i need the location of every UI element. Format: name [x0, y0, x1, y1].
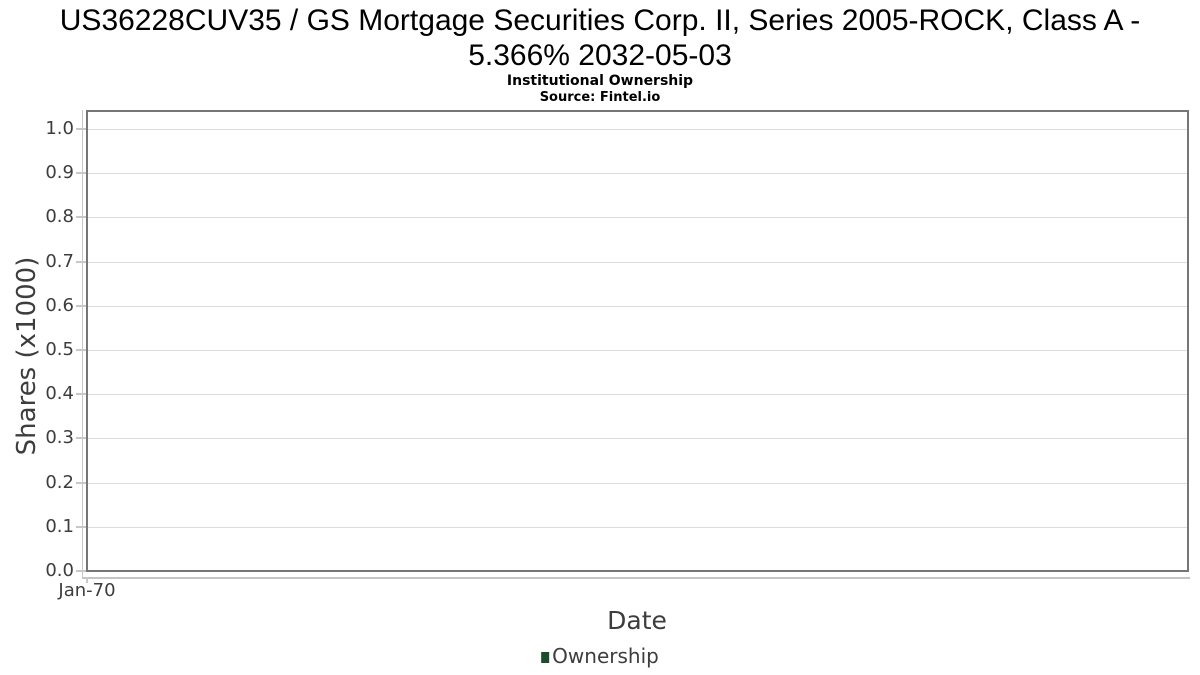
- legend-item-ownership[interactable]: Ownership: [541, 644, 659, 668]
- y-axis-tick-0.9: [76, 172, 86, 175]
- gridline-0.3: [88, 438, 1187, 440]
- legend-marker-icon: [541, 651, 550, 663]
- chart-subtitle: Institutional Ownership: [506, 73, 694, 89]
- gridline-0.8: [88, 217, 1187, 219]
- legend-label: Ownership: [552, 644, 659, 668]
- y-axis-tick-0.4: [76, 393, 86, 396]
- x-axis-title: Date: [607, 606, 667, 635]
- y-axis-line: [82, 110, 83, 578]
- gridline-0.5: [88, 350, 1187, 351]
- y-tick-label-0.0: 0.0: [45, 560, 74, 581]
- gridline-1.0: [88, 129, 1187, 130]
- legend: Ownership: [541, 644, 659, 668]
- y-tick-label-0.4: 0.4: [45, 383, 74, 405]
- y-axis-tick-0.5: [76, 349, 86, 351]
- gridline-0.9: [88, 173, 1187, 175]
- x-axis-line: [82, 577, 1190, 579]
- plot-area: [86, 110, 1189, 572]
- gridline-0.7: [88, 261, 1187, 263]
- y-tick-label-0.3: 0.3: [45, 427, 74, 449]
- y-tick-label-0.5: 0.5: [45, 339, 74, 360]
- y-axis-tick-1.0: [76, 128, 86, 130]
- x-axis-tick: [86, 577, 88, 583]
- y-axis-tick-0.3: [76, 437, 86, 440]
- y-tick-label-0.1: 0.1: [45, 515, 74, 537]
- y-tick-label-0.8: 0.8: [45, 206, 74, 228]
- y-tick-label-0.9: 0.9: [45, 162, 74, 184]
- y-tick-label-0.6: 0.6: [45, 294, 74, 316]
- gridline-0.2: [88, 482, 1187, 484]
- y-axis-tick-0.8: [76, 216, 86, 219]
- gridline-0.4: [88, 394, 1187, 396]
- y-axis-tick-0.7: [76, 260, 86, 263]
- y-axis-tick-0.2: [76, 481, 86, 484]
- y-tick-label-0.2: 0.2: [45, 471, 74, 493]
- y-tick-label-0.7: 0.7: [45, 250, 74, 272]
- y-axis-title: Shares (x1000): [12, 256, 42, 456]
- chart-title: US36228CUV35 / GS Mortgage Securities Co…: [59, 4, 1141, 72]
- y-axis-tick-0.0: [76, 570, 86, 572]
- y-tick-label-1.0: 1.0: [45, 118, 74, 139]
- y-axis-tick-0.1: [76, 525, 86, 528]
- y-axis-tick-0.6: [76, 304, 86, 307]
- gridline-0.1: [88, 526, 1187, 528]
- gridline-0.6: [88, 305, 1187, 307]
- x-tick-label: Jan-70: [58, 580, 116, 601]
- chart-source: Source: Fintel.io: [539, 90, 661, 105]
